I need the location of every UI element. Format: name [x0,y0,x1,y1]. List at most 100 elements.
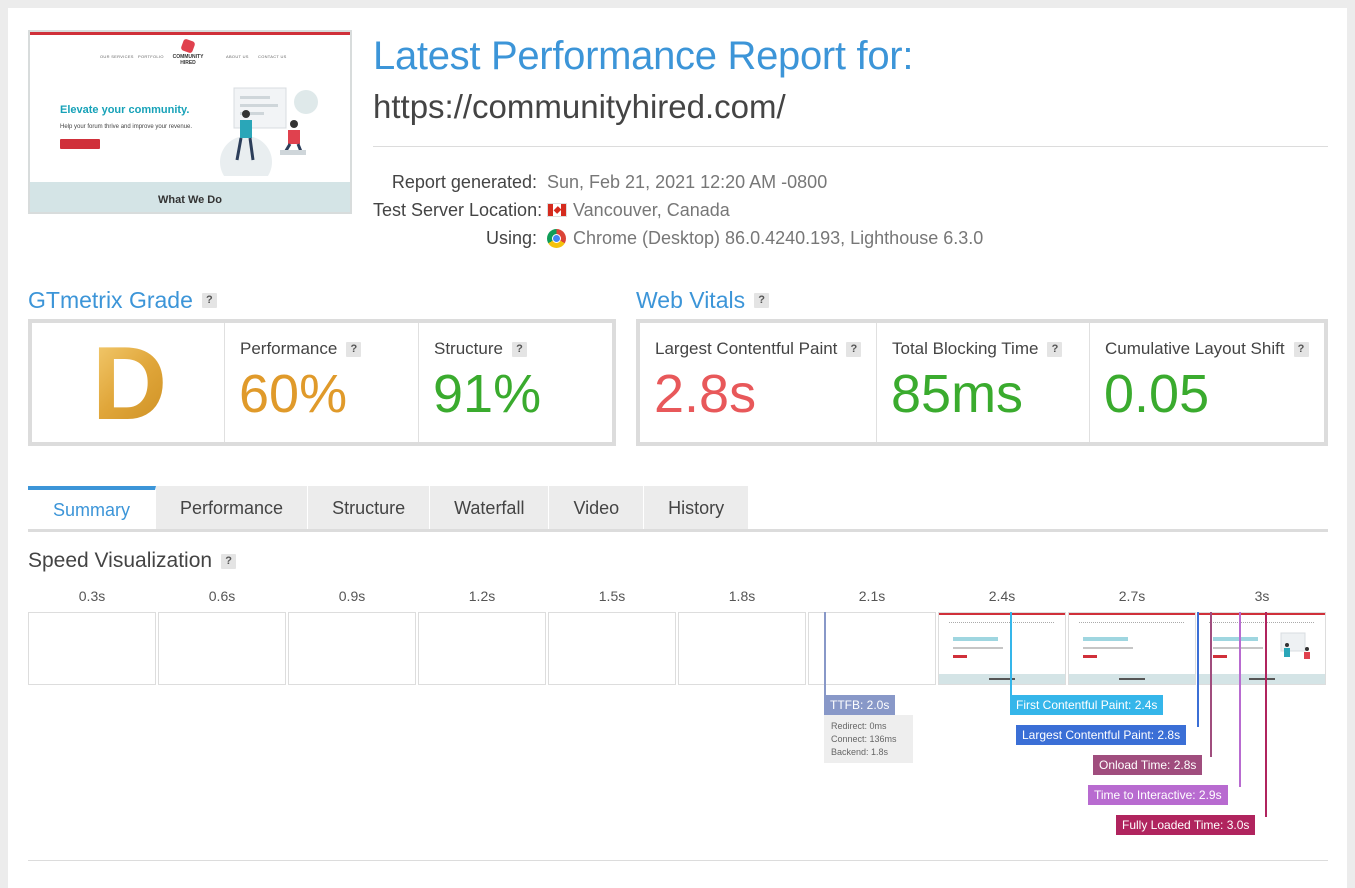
web-vitals-panel: Largest Contentful Paint? 2.8s Total Blo… [636,319,1328,446]
ttfb-connect: Connect: 136ms [831,734,897,744]
filmstrip-frame[interactable] [1198,612,1326,685]
mini-illustration-icon [1280,632,1310,659]
onload-label: Onload Time: 2.8s [1093,755,1203,775]
filmstrip-frame[interactable] [28,612,156,685]
filmstrip-frame[interactable] [418,612,546,685]
frame-time: 1.5s [598,588,626,604]
filmstrip-frame[interactable] [548,612,676,685]
filmstrip-frame[interactable] [158,612,286,685]
filmstrip-frame[interactable] [288,612,416,685]
frame-time: 2.1s [858,588,886,604]
structure-label: Structure [434,339,503,358]
screenshot-top-bar [30,32,350,35]
screenshot-nav-item: PORTFOLIO [138,54,164,59]
header-divider [373,146,1328,147]
location-label: Test Server Location: [373,200,543,220]
report-page: OUR SERVICES PORTFOLIO COMMUNITY HIRED A… [8,8,1347,888]
frame-time: 1.2s [468,588,496,604]
report-url[interactable]: https://communityhired.com/ [373,88,786,125]
tab-history[interactable]: History [644,486,750,529]
fully-loaded-marker-line [1265,612,1267,817]
onload-marker-line [1210,612,1212,757]
report-title: Latest Performance Report for: [373,34,914,78]
ttfb-marker-line [824,612,826,696]
lcp-label: Largest Contentful Paint [655,339,838,358]
structure-value: 91% [433,364,542,424]
speed-help-icon[interactable]: ? [221,553,237,569]
lcp-value: 2.8s [654,364,757,424]
using-label: Using: [485,228,537,248]
screenshot-hero-subtitle: Help your forum thrive and improve your … [60,124,193,130]
cls-cell: Cumulative Layout Shift? 0.05 [1089,323,1324,442]
tab-performance[interactable]: Performance [156,486,309,529]
cls-value: 0.05 [1104,364,1210,424]
performance-help-icon[interactable]: ? [346,341,362,357]
screenshot-nav-item: OUR SERVICES [100,54,134,59]
people-illustration-icon [220,87,318,176]
performance-cell: Performance? 60% [224,323,418,442]
frame-time-labels: 0.3s 0.6s 0.9s 1.2s 1.5s 1.8s 2.1s 2.4s … [28,588,1328,608]
speed-visualization-heading: Speed Visualization ? [28,549,237,573]
tab-video[interactable]: Video [549,486,645,529]
lcp-cell: Largest Contentful Paint? 2.8s [640,323,876,442]
tbt-value: 85ms [891,364,1024,424]
frame-time: 0.3s [78,588,106,604]
screenshot-hero-title: Elevate your community. [60,104,190,116]
cls-help-icon[interactable]: ? [1293,341,1309,357]
screenshot-hero-button [60,139,100,149]
frame-time: 2.7s [1118,588,1146,604]
report-meta: Report generated: Sun, Feb 21, 2021 12:2… [373,168,983,252]
ttfb-backend: Backend: 1.8s [831,747,889,757]
performance-value: 60% [239,364,348,424]
filmstrip-frame[interactable] [808,612,936,685]
cls-label: Cumulative Layout Shift [1105,339,1285,358]
frame-time: 0.9s [338,588,366,604]
gtmetrix-grade-panel: D Performance? 60% Structure? 91% [28,319,616,446]
report-tabs: Summary Performance Structure Waterfall … [28,486,1328,532]
bottom-divider [28,860,1328,861]
lcp-marker-line [1197,612,1199,727]
report-generated-label: Report generated: [391,172,537,192]
using-value: Chrome (Desktop) 86.0.4240.193, Lighthou… [573,228,984,248]
filmstrip-frame[interactable] [678,612,806,685]
ttfb-redirect: Redirect: 0ms [831,721,887,731]
web-vitals-heading: Web Vitals ? [636,287,770,314]
lcp-marker-label: Largest Contentful Paint: 2.8s [1016,725,1187,745]
location-value: Vancouver, Canada [573,200,730,220]
canada-flag-icon [547,203,567,217]
fcp-label: First Contentful Paint: 2.4s [1010,695,1164,715]
site-screenshot[interactable]: OUR SERVICES PORTFOLIO COMMUNITY HIRED A… [28,30,352,214]
tab-waterfall[interactable]: Waterfall [430,486,550,529]
performance-label: Performance [240,339,338,358]
gtmetrix-grade-heading: GTmetrix Grade ? [28,287,217,314]
grade-letter-cell: D [32,323,224,442]
fcp-marker-line [1010,612,1012,697]
screenshot-nav-item: ABOUT US [226,54,249,59]
tbt-help-icon[interactable]: ? [1047,341,1063,357]
structure-cell: Structure? 91% [418,323,612,442]
ttfb-breakdown: Redirect: 0ms Connect: 136ms Backend: 1.… [824,715,913,763]
frame-time: 1.8s [728,588,756,604]
chrome-icon [547,228,566,248]
vitals-help-icon[interactable]: ? [754,293,770,308]
tbt-cell: Total Blocking Time? 85ms [876,323,1089,442]
frame-time: 2.4s [988,588,1016,604]
grade-help-icon[interactable]: ? [201,293,217,308]
lcp-help-icon[interactable]: ? [846,341,862,357]
filmstrip-frame[interactable] [938,612,1066,685]
frame-time: 3s [1254,588,1270,604]
logo-mark-icon [180,38,196,54]
grade-letter: D [92,326,168,442]
filmstrip-frame[interactable] [1068,612,1196,685]
ttfb-label: TTFB: 2.0s [824,695,896,715]
tbt-label: Total Blocking Time [892,339,1039,358]
tab-summary[interactable]: Summary [28,486,157,529]
screenshot-band: What We Do [30,182,350,212]
tab-structure[interactable]: Structure [308,486,431,529]
structure-help-icon[interactable]: ? [511,341,527,357]
report-generated-value: Sun, Feb 21, 2021 12:20 AM -0800 [547,172,828,192]
screenshot-nav-item: CONTACT US [258,54,287,59]
screenshot-logo: COMMUNITY HIRED [168,38,208,66]
tti-marker-line [1239,612,1241,787]
filmstrip [28,612,1328,685]
